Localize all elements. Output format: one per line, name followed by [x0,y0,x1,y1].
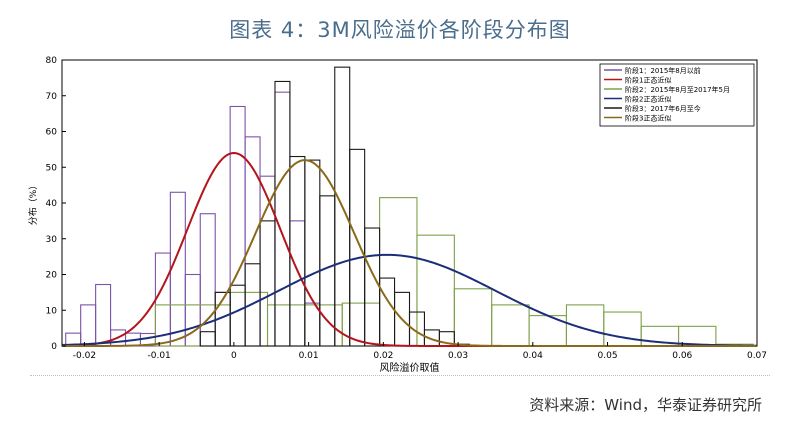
x-tick-label: -0.01 [148,351,171,361]
histogram-bar-1-7 [154,252,171,347]
x-tick-label: 0.07 [747,351,767,361]
legend-label: 阶段3正态近似 [625,114,671,123]
x-axis-ticks: -0.02 -0.01 0 0.01 0.02 0.03 0.04 0.05 0.06 0.07 [73,342,767,361]
y-tick-label: 40 [46,199,58,209]
legend-box [599,63,755,127]
y-tick-label: 0 [51,342,57,352]
histogram-bar-3-1 [199,331,216,347]
legend-label: 阶段2正态近似 [625,95,671,104]
x-tick-label: 0.01 [299,351,319,361]
footer-divider [30,375,770,376]
histogram-bar-1-3 [95,283,112,347]
histogram-bar-2-6 [379,197,418,347]
histogram-bar-2-2 [229,291,269,347]
y-tick-label: 80 [46,56,58,66]
histogram-bar-2-3 [266,304,306,347]
y-tick-label: 10 [46,306,58,316]
y-tick-label: 70 [46,92,58,102]
normal-curve-2 [61,253,758,347]
normal-curves [61,151,758,347]
histogram-bar-3-6 [274,80,291,347]
x-axis-label: 风险溢价取值 [380,361,440,374]
y-tick-label: 50 [46,163,58,173]
x-tick-label: 0.05 [598,351,618,361]
histogram-bar-2-5 [341,302,381,347]
x-tick-label: 0.06 [672,351,692,361]
histogram-bar-3-8 [304,159,321,347]
x-tick-label: 0.02 [373,351,393,361]
x-tick-label: 0.04 [523,351,543,361]
histogram-bar-3-12 [364,227,381,347]
legend-label: 阶段3：2017年6月至今 [625,104,701,113]
histogram-bar-2-4 [304,304,343,347]
legend-label: 阶段2：2015年8月至2017年5月 [625,85,730,94]
legend-label: 阶段1正态近似 [625,76,671,85]
source-note: 资料来源：Wind，华泰证券研究所 [529,396,762,414]
y-axis-ticks: 0 10 20 30 40 50 60 70 80 [46,56,66,352]
x-tick-label: 0.03 [448,351,468,361]
histogram-bar-2-8 [453,288,493,347]
histogram-bar-3-3 [229,284,246,347]
y-tick-label: 60 [46,128,58,138]
histogram-bar-2-12 [603,311,642,347]
x-tick-label: 0 [231,351,237,361]
chart-title: 图表 4：3M风险溢价各阶段分布图 [229,18,571,42]
histogram-bar-1-2 [80,304,97,347]
legend-label: 阶段1：2015年8月以前 [625,66,701,75]
y-tick-label: 30 [46,235,58,245]
legend: 阶段1：2015年8月以前阶段1正态近似阶段2：2015年8月至2017年5月阶… [599,63,755,127]
histogram-bar-1-8 [169,191,186,347]
y-tick-label: 20 [46,271,58,281]
histogram-bar-3-13 [379,277,396,347]
y-axis-label: 分布（%） [27,181,39,226]
histogram-bar-2-1 [154,304,231,347]
x-tick-label: -0.02 [73,351,96,361]
histogram-bar-1-10 [199,213,216,347]
histogram-bar-3-7 [289,155,306,347]
histogram-bar-2-9 [491,304,530,347]
normal-curve-3 [62,159,757,347]
histogram-bar-3-11 [349,148,366,347]
